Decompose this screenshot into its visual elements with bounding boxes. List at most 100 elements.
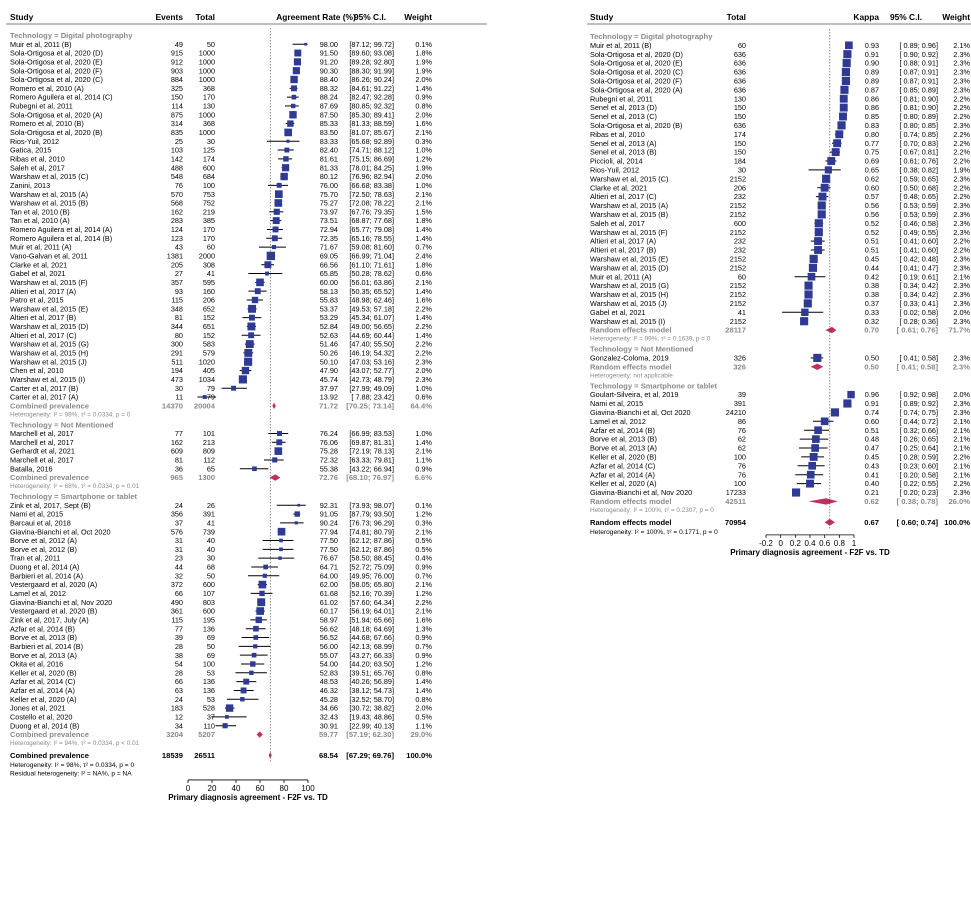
study-events: 915 [171, 49, 183, 58]
summary-label: Random effects model [590, 362, 671, 371]
study-events: 300 [171, 340, 183, 349]
study-estimate: 0.42 [865, 272, 879, 281]
study-box [264, 261, 272, 269]
study-total: 53 [207, 695, 215, 704]
study-box [839, 112, 847, 121]
study-events: 357 [171, 278, 183, 287]
study-ci: [ 0.88; 0.91] [899, 59, 938, 68]
study-weight: 0.9% [415, 563, 432, 572]
study-events: 325 [171, 84, 183, 93]
study-estimate: 0.77 [865, 139, 879, 148]
study-weight: 2.1% [953, 272, 970, 281]
study-label: Borve et al, 2013 (B) [10, 633, 77, 642]
study-total: 2152 [730, 263, 746, 272]
study-ci: [ 0.53; 0.59] [899, 201, 938, 210]
study-box [254, 288, 261, 295]
study-ci: [81.07; 85.67] [349, 128, 394, 137]
study-estimate: 0.50 [865, 354, 879, 363]
study-label: Keller et al, 2020 (A) [590, 479, 657, 488]
study-events: 114 [171, 102, 183, 111]
study-total: 2000 [199, 252, 215, 261]
study-weight: 2.1% [415, 447, 432, 456]
study-estimate: 50.26 [320, 349, 338, 358]
study-total: 184 [734, 157, 746, 166]
study-label: Borve et al, 2013 (A) [590, 444, 657, 453]
study-box [287, 120, 294, 127]
study-weight: 2.3% [953, 228, 970, 237]
study-ci: [50.35; 65.52] [349, 287, 394, 296]
study-ci: [46.19; 54.32] [349, 349, 394, 358]
study-ci: [32.52; 58.70] [349, 695, 394, 704]
study-label: Azfar et al, 2014 (C) [590, 461, 655, 470]
study-weight: 2.3% [953, 174, 970, 183]
study-estimate: 73.51 [320, 216, 338, 225]
study-box [265, 271, 269, 276]
study-label: Warshaw et al, 2015 (E) [590, 255, 668, 264]
study-ci: [42.13; 68.99] [349, 642, 394, 651]
study-total: 2152 [730, 290, 746, 299]
study-label: Duong et al, 2014 (A) [10, 563, 79, 572]
x-axis-title: Primary diagnosis agreement - F2F vs. TD [168, 793, 328, 802]
study-total: 752 [203, 199, 215, 208]
study-estimate: 0.62 [865, 174, 879, 183]
group-title: Technology = Digital photography [590, 32, 713, 41]
study-weight: 1.8% [415, 216, 432, 225]
study-total: 30 [738, 166, 746, 175]
study-estimate: 88.32 [320, 84, 338, 93]
study-total: 684 [203, 172, 215, 181]
study-weight: 1.4% [415, 84, 432, 93]
study-ci: [ 0.42; 0.48] [899, 255, 938, 264]
study-weight: 1.8% [415, 49, 432, 58]
study-box [818, 192, 827, 201]
study-estimate: 77.94 [320, 527, 338, 536]
study-box [284, 147, 290, 153]
study-estimate: 76.67 [320, 554, 338, 563]
summary-total: 28117 [725, 326, 746, 335]
study-estimate: 0.21 [865, 488, 879, 497]
study-estimate: 65.85 [320, 269, 338, 278]
study-total: 739 [203, 527, 215, 536]
study-ci: [76.73; 96.29] [349, 518, 394, 527]
study-label: Carter et al, 2017 (A) [10, 393, 78, 402]
study-weight: 2.3% [953, 77, 970, 86]
overall-heterogeneity: Heterogeneity: I² = 98%, τ² = 0.0334, p … [10, 762, 134, 769]
study-estimate: 62.00 [320, 580, 338, 589]
study-weight: 2.2% [415, 598, 432, 607]
study-ci: [ 0.26; 0.65] [899, 435, 938, 444]
study-box [814, 219, 823, 228]
study-total: 26 [207, 501, 215, 510]
study-total: 174 [203, 154, 215, 163]
summary-weight: 6.6% [415, 473, 433, 482]
study-estimate: 0.86 [865, 103, 879, 112]
study-events: 488 [171, 163, 183, 172]
study-box [845, 41, 853, 50]
study-box [814, 237, 823, 246]
study-label: Jones et al, 2021 [10, 704, 66, 713]
study-box [255, 616, 262, 624]
study-events: 283 [171, 216, 183, 225]
study-estimate: 0.51 [865, 426, 879, 435]
study-events: 25 [175, 137, 183, 146]
study-total: 125 [203, 146, 215, 155]
study-ci: [61.10; 71.61] [349, 260, 394, 269]
study-box [238, 375, 247, 384]
study-ci: [68.87; 77.68] [349, 216, 394, 225]
study-box [817, 210, 826, 219]
study-box [250, 661, 256, 667]
study-label: Barbieri et al, 2014 (B) [10, 642, 83, 651]
study-total: 385 [203, 216, 215, 225]
study-weight: 2.3% [953, 68, 970, 77]
study-label: Warshaw et al, 2015 (A) [10, 190, 88, 199]
x-tick-label: 0.8 [834, 539, 846, 548]
x-tick-label: -0.2 [759, 539, 773, 548]
study-estimate: 72.32 [320, 456, 338, 465]
study-total: 130 [734, 94, 746, 103]
study-weight: 0.1% [415, 501, 432, 510]
study-total: 1000 [199, 57, 215, 66]
heterogeneity-note: Heterogeneity: not applicable [590, 372, 673, 379]
study-weight: 0.9% [415, 633, 432, 642]
study-weight: 0.9% [415, 464, 432, 473]
study-label: Sola-Ortigosa et al, 2020 (D) [590, 50, 683, 59]
study-label: Tan et al, 2010 (A) [10, 216, 70, 225]
